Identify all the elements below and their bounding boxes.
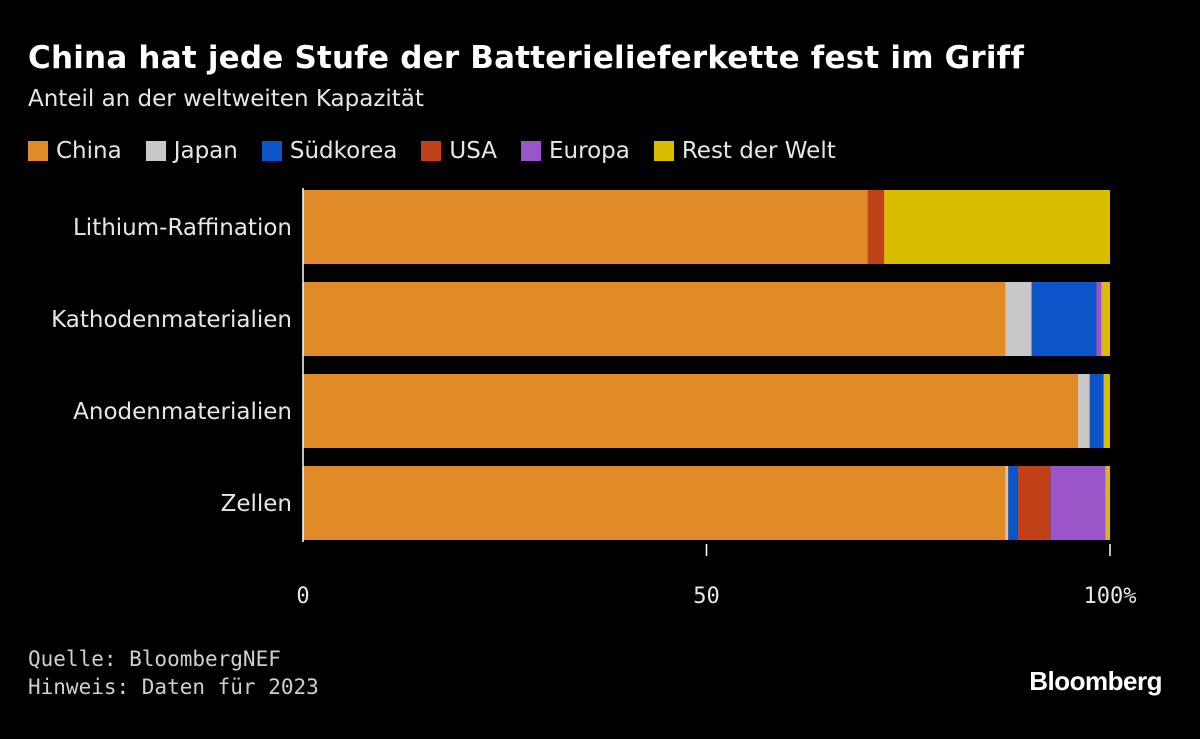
bar-segment-kathodenmaterialien-china [303,282,1006,356]
category-label-anodenmaterialien: Anodenmaterialien [73,399,292,425]
x-tick-label-100: 100% [1084,584,1137,609]
category-label-zellen: Zellen [221,491,292,517]
legend-item-usa: USA [421,138,497,164]
bar-segment-kathodenmaterialien-rest-der-welt [1101,282,1110,356]
legend-label-usa: USA [449,138,498,164]
bar-segment-zellen-europa [1050,466,1106,540]
bar-segment-anodenmaterialien-china [303,374,1078,448]
bar-segment-zellen-suedkorea [1008,466,1019,540]
bar-segment-lithium-raffination-usa [867,190,885,264]
bar-segment-zellen-china [303,466,1006,540]
bar-segment-anodenmaterialien-rest-der-welt [1103,374,1110,448]
legend-label-europa: Europa [549,138,630,164]
legend-item-china: China [28,138,122,164]
bar-segment-kathodenmaterialien-suedkorea [1031,282,1097,356]
bar-segment-zellen-rest-der-welt [1105,466,1110,540]
category-label-kathodenmaterialien: Kathodenmaterialien [51,307,292,333]
x-tick-label-0: 0 [296,584,309,609]
legend-swatch-rest-der-welt [653,141,674,161]
bar-segment-zellen-japan [1005,466,1009,540]
bar-segment-kathodenmaterialien-europa [1096,282,1102,356]
legend-swatch-suedkorea [261,141,282,161]
x-tick-label-50: 50 [693,584,720,609]
legend-swatch-usa [421,141,442,161]
bar-segment-lithium-raffination-rest-der-welt [884,190,1110,264]
category-label-lithium-raffination: Lithium-Raffination [73,215,292,241]
legend: China Japan Südkorea USA Europa Rest der… [28,138,860,164]
bloomberg-logo: Bloomberg [1029,666,1162,696]
chart-title: China hat jede Stufe der Batterielieferk… [28,40,1025,76]
bar-segment-anodenmaterialien-suedkorea [1089,374,1104,448]
legend-item-rest-der-welt: Rest der Welt [653,138,836,164]
legend-label-suedkorea: Südkorea [289,138,398,164]
legend-item-suedkorea: Südkorea [261,138,398,164]
legend-swatch-japan [145,141,166,161]
chart-subtitle: Anteil an der weltweiten Kapazität [28,86,424,112]
legend-label-china: China [56,138,122,164]
legend-label-japan: Japan [173,138,238,164]
bar-segment-anodenmaterialien-japan [1077,374,1090,448]
data-note: Hinweis: Daten für 2023 [28,675,319,699]
bar-segment-zellen-usa [1018,466,1051,540]
bar-segment-lithium-raffination-china [303,190,868,264]
legend-item-japan: Japan [145,138,238,164]
legend-swatch-china [28,141,48,161]
source-note: Quelle: BloombergNEF [28,647,281,671]
footer: Quelle: BloombergNEF Hinweis: Daten für … [28,645,319,701]
legend-swatch-europa [521,141,542,161]
legend-label-rest-der-welt: Rest der Welt [681,138,836,164]
bar-segment-kathodenmaterialien-japan [1005,282,1032,356]
legend-item-europa: Europa [521,138,630,164]
